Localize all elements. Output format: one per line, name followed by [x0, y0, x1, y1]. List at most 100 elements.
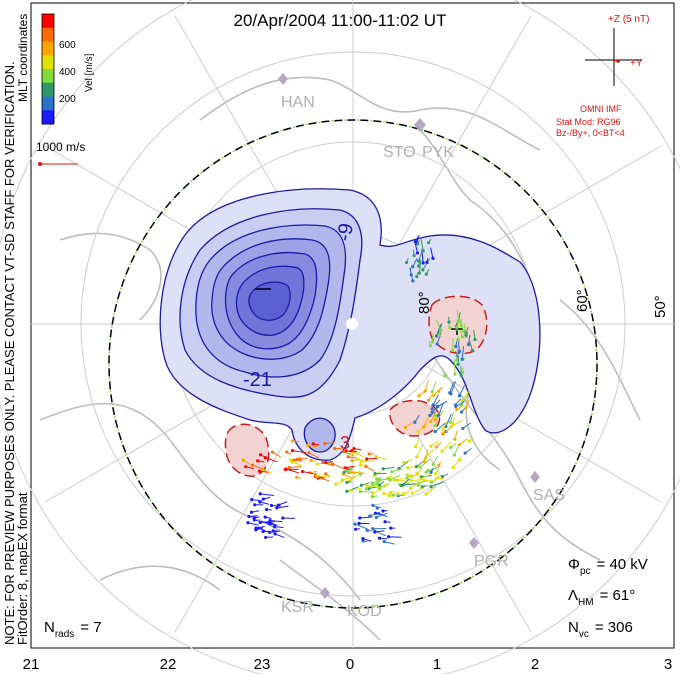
vector-origin [460, 399, 464, 403]
vector-origin [447, 320, 451, 324]
vector-origin [424, 272, 428, 276]
vector-origin [417, 264, 421, 268]
vector-origin [455, 408, 459, 412]
station-kod: KOD [347, 603, 382, 620]
vector-origin [429, 480, 434, 484]
vector-origin [354, 527, 358, 531]
vector-origin [268, 519, 272, 523]
vector-origin [281, 516, 285, 520]
velocity-vector [247, 522, 259, 526]
vector-origin [429, 444, 433, 448]
velocity-vector [350, 487, 363, 492]
velocity-vector [389, 474, 401, 481]
velocity-vector [450, 419, 463, 428]
vector-origin [473, 337, 477, 342]
vector-origin [377, 483, 382, 487]
vector-origin [455, 325, 459, 329]
velocity-vector [420, 239, 424, 251]
velocity-vector [366, 482, 378, 490]
vector-origin [417, 394, 421, 398]
vector-origin [390, 470, 394, 474]
stat-nvc: Nvc = 306 [568, 619, 633, 640]
velocity-vector [455, 401, 465, 407]
imf-model-line1: Stat Mod: RG96 [556, 117, 621, 127]
velocity-vector [423, 415, 430, 428]
vector-origin [350, 458, 354, 463]
velocity-vector [251, 499, 262, 502]
vector-origin [315, 462, 319, 466]
colorbar-tick-600: 600 [59, 40, 76, 51]
velocity-vector [420, 473, 432, 480]
vector-origin [284, 467, 288, 471]
vector-origin [261, 497, 265, 501]
velocity-vector [450, 380, 456, 395]
velocity-vector [344, 465, 356, 473]
vector-origin [295, 475, 299, 479]
vector-origin [372, 474, 376, 478]
imf-dial: +Z (5 nT) +Y OMNI IMF Stat Mod: RG96 Bz-… [556, 14, 649, 138]
vector-origin [381, 467, 385, 471]
vector-origin [258, 520, 262, 525]
vector-origin [451, 422, 455, 426]
mlt-tick-23: 23 [254, 656, 271, 673]
velocity-vector [418, 484, 429, 487]
vector-origin [388, 478, 392, 482]
vector-origin [287, 465, 291, 470]
colorbar-tick-400: 400 [59, 67, 76, 78]
vector-origin [307, 451, 311, 455]
station-markers [278, 73, 540, 599]
vector-origin [383, 520, 387, 524]
vector-origin [415, 274, 419, 279]
vector-origin [434, 334, 439, 338]
vector-origin [454, 344, 458, 348]
velocity-vector [357, 458, 368, 462]
vector-origin [453, 372, 457, 376]
vector-origin [371, 503, 375, 507]
vector-origin [370, 495, 374, 499]
vector-origin [349, 449, 354, 453]
vector-origin [415, 455, 419, 459]
vector-origin [429, 419, 433, 424]
stat-lambda-hm: ΛHM = 61° [568, 587, 635, 608]
velocity-vector [449, 411, 455, 423]
vector-origin [409, 478, 414, 483]
vector-origin [371, 491, 375, 495]
vector-origin [406, 466, 410, 470]
vector-origin [431, 403, 435, 407]
vector-origin [285, 450, 289, 454]
vector-origin [405, 476, 409, 480]
vector-origin [411, 279, 415, 283]
vector-origin [370, 481, 374, 485]
vector-origin [435, 476, 439, 480]
vector-origin [275, 506, 279, 510]
vector-origin [467, 342, 471, 347]
vector-origin [355, 457, 359, 461]
vector-origin [288, 458, 292, 462]
velocity-vector [453, 360, 456, 375]
vector-origin [330, 462, 335, 466]
coord-label: MLT coordinates [16, 14, 30, 102]
vector-origin [321, 460, 325, 464]
vector-origin [460, 370, 465, 375]
vector-origin [268, 522, 272, 526]
velocity-vector [412, 487, 424, 494]
vector-origin [352, 446, 356, 451]
vector-origin [364, 464, 368, 468]
velocity-vector [419, 458, 431, 468]
lat-label-80: 80° [416, 291, 433, 314]
vector-origin [353, 522, 357, 526]
colorbar-segment [42, 41, 54, 56]
vector-origin [324, 472, 328, 476]
vector-origin [365, 484, 369, 488]
velocity-vector [424, 379, 429, 392]
velocity-vector [423, 479, 436, 482]
vector-origin [437, 333, 441, 337]
lat-label-60: 60° [574, 289, 591, 312]
vector-origin [416, 242, 420, 246]
vector-origin [348, 489, 352, 493]
vector-origin [340, 478, 344, 482]
velocity-vector [332, 463, 345, 470]
velocity-vector [432, 394, 439, 406]
vector-origin [448, 420, 452, 424]
velocity-vector [426, 467, 438, 473]
